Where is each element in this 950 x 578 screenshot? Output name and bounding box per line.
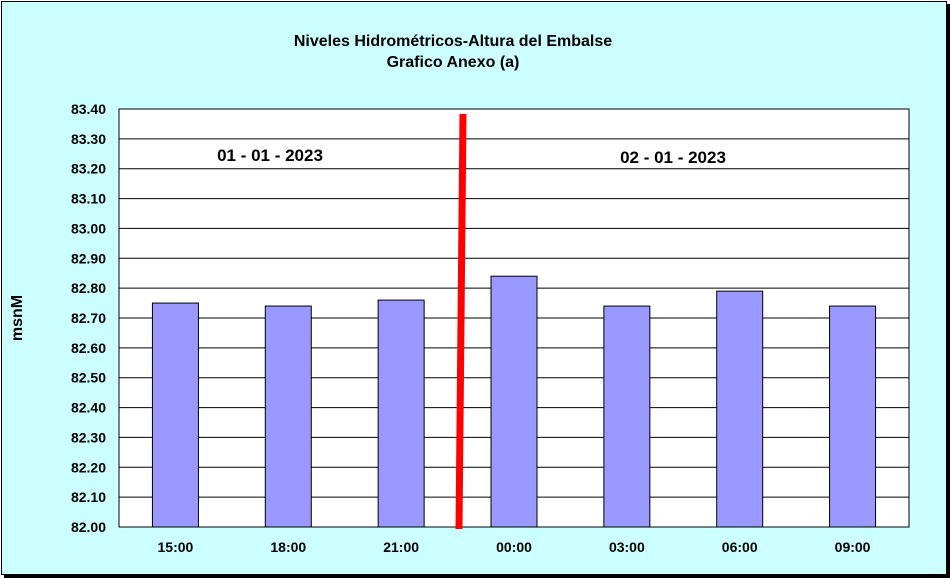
bar-2100 <box>377 299 425 528</box>
y-tick-label: 83.00 <box>71 220 106 236</box>
bar-0300 <box>603 305 651 528</box>
x-tick-label: 03:00 <box>609 539 645 555</box>
x-tick-label: 06:00 <box>722 539 758 555</box>
y-tick-label: 82.10 <box>71 489 106 505</box>
bar-1800 <box>264 305 312 528</box>
bar-1500 <box>151 302 199 528</box>
date-label-day1: 01 - 01 - 2023 <box>217 146 323 165</box>
y-tick-label: 83.10 <box>71 191 106 207</box>
y-tick-label: 83.20 <box>71 161 106 177</box>
date-label-day2: 02 - 01 - 2023 <box>620 148 726 167</box>
y-tick-label: 83.30 <box>71 131 106 147</box>
bar-0000 <box>490 275 538 528</box>
bar-0900 <box>829 305 877 528</box>
y-tick-label: 83.40 <box>71 101 106 117</box>
y-tick-label: 82.00 <box>71 519 106 535</box>
y-tick-label: 82.60 <box>71 340 106 356</box>
y-tick-labels: 82.00 82.10 82.20 82.30 82.40 82.50 82.60 82.70… <box>71 101 106 535</box>
x-tick-label: 09:00 <box>835 539 871 555</box>
y-tick-label: 82.70 <box>71 310 106 326</box>
x-tick-label: 15:00 <box>158 539 194 555</box>
bars <box>151 275 877 528</box>
day-divider-line <box>455 113 467 530</box>
plot-border <box>118 108 910 528</box>
x-tick-label: 21:00 <box>383 539 419 555</box>
y-axis-title: msnM <box>9 295 26 341</box>
chart-title: Niveles Hidrométricos-Altura del Embalse <box>294 33 612 50</box>
y-tick-label: 82.40 <box>71 400 106 416</box>
y-tick-label: 82.50 <box>71 370 106 386</box>
y-tick-label: 82.90 <box>71 250 106 266</box>
y-tick-label: 82.20 <box>71 459 106 475</box>
x-tick-label: 18:00 <box>270 539 306 555</box>
x-tick-labels: 15:00 18:00 21:00 00:00 03:00 06:00 09:00 <box>158 539 871 555</box>
chart-subtitle: Grafico Anexo (a) <box>387 54 520 71</box>
x-tick-label: 00:00 <box>496 539 532 555</box>
y-tick-label: 82.30 <box>71 429 106 445</box>
bar-0600 <box>716 290 764 528</box>
y-tick-label: 82.80 <box>71 280 106 296</box>
